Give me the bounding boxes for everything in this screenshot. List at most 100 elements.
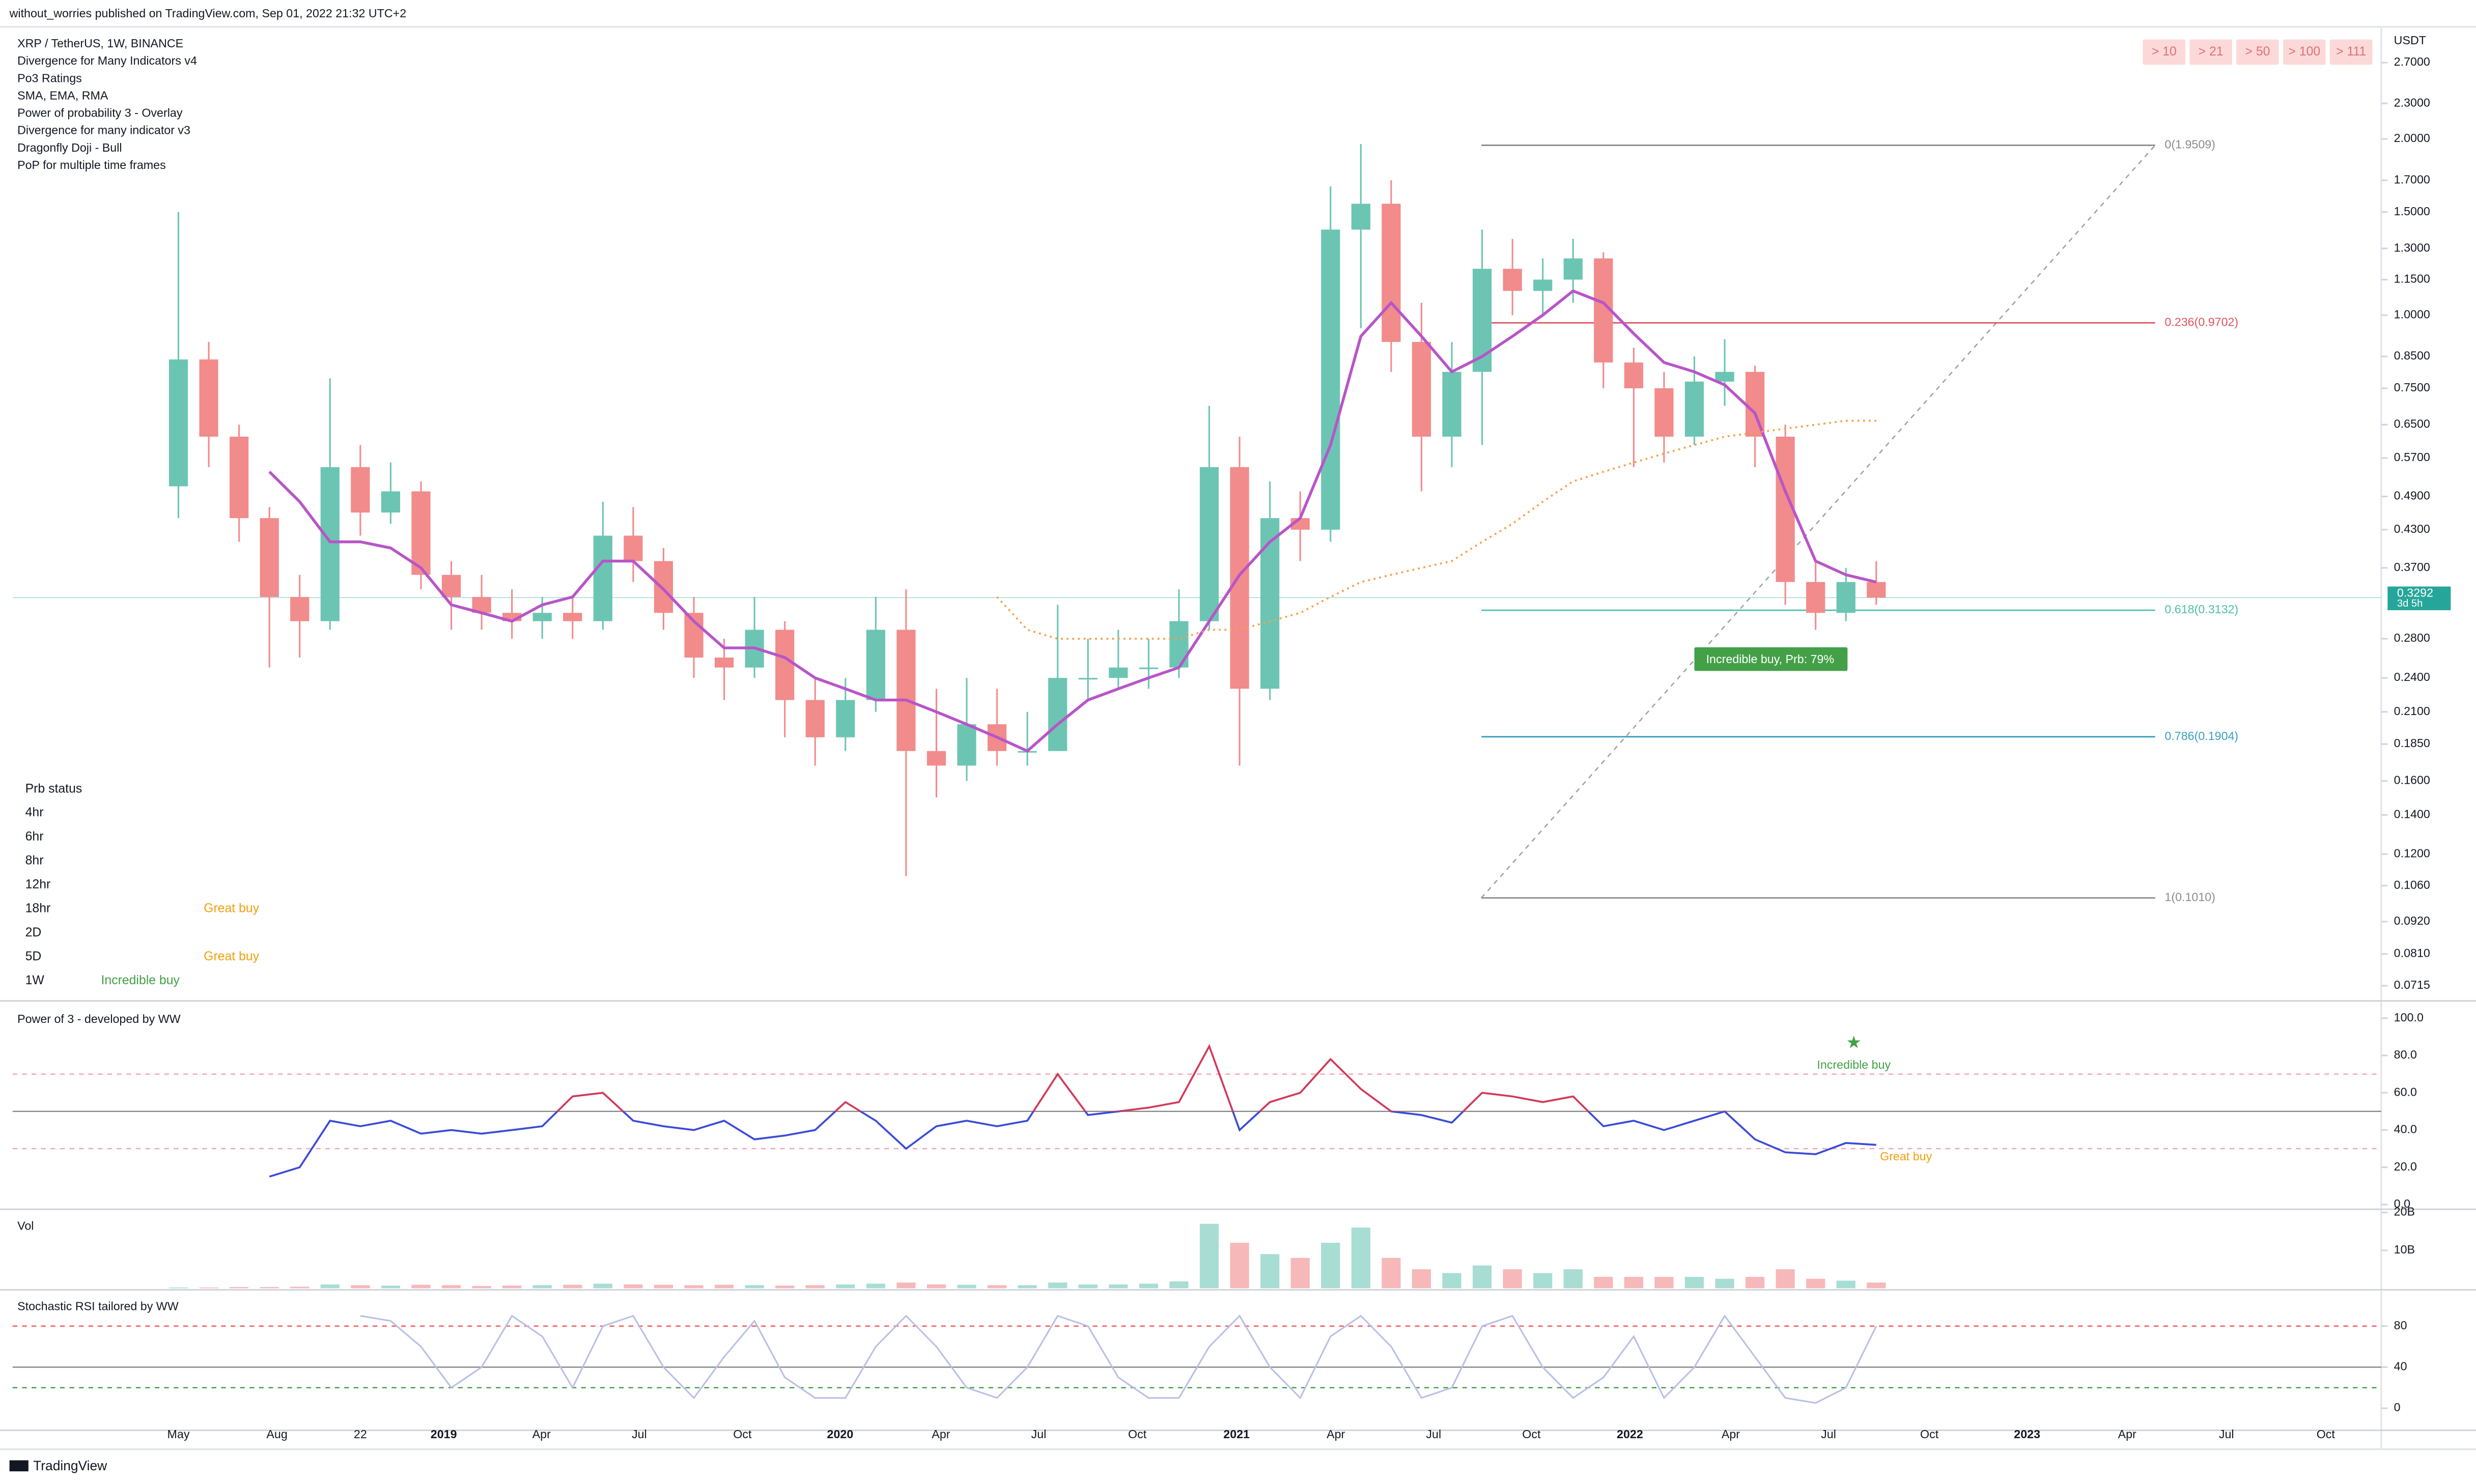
prb-timeframe: 12hr: [25, 878, 51, 892]
y-tick-label: 0.3700: [2394, 560, 2430, 574]
volume-bar: [1230, 1242, 1249, 1289]
candle-body: [926, 751, 946, 766]
volume-bar: [896, 1282, 916, 1289]
fib-label: 0.236(0.9702): [2164, 315, 2238, 328]
publisher: without_worries published on TradingView…: [9, 7, 407, 20]
y-tick-label: 0.2100: [2394, 704, 2430, 718]
y-tick-label: 80.0: [2394, 1048, 2417, 1061]
volume-bar: [745, 1285, 764, 1289]
x-tick-label: Jul: [1031, 1428, 1047, 1441]
timeframe-button: [2189, 39, 2233, 65]
candle-body: [1382, 204, 1401, 342]
candle-body: [260, 518, 279, 597]
volume-bar: [230, 1287, 249, 1289]
y-tick-label: 20B: [2394, 1205, 2415, 1218]
pane-title: Vol: [17, 1219, 34, 1232]
volume-bar: [654, 1285, 673, 1289]
candle-body: [1442, 372, 1461, 437]
volume-bar: [199, 1287, 218, 1289]
prb-timeframe: 2D: [25, 926, 42, 939]
indicator-name: Divergence for many indicator v3: [17, 124, 190, 137]
volume-bar: [381, 1286, 401, 1289]
candle-body: [714, 658, 734, 668]
fib-label: 0(1.9509): [2164, 138, 2215, 151]
y-tick-label: 0.1400: [2394, 807, 2430, 820]
signal-box: [1694, 647, 1848, 671]
candle-body: [1806, 582, 1825, 613]
y-tick-label: 0.8500: [2394, 349, 2430, 362]
volume-bar: [351, 1285, 370, 1289]
y-tick-label: 10B: [2394, 1243, 2415, 1256]
volume-bar: [1382, 1258, 1401, 1289]
volume-bar: [1472, 1265, 1492, 1289]
y-tick-label: 1.5000: [2394, 205, 2430, 218]
logo: [9, 1460, 29, 1472]
x-tick-label: Apr: [2118, 1428, 2136, 1441]
candle-body: [1684, 381, 1704, 437]
y-tick-label: 0.0715: [2394, 978, 2430, 991]
y-tick-label: 0.6500: [2394, 417, 2430, 431]
volume-bar: [684, 1285, 704, 1289]
prb-timeframe: 6hr: [25, 830, 44, 843]
fib-label: 1(0.1010): [2164, 891, 2215, 904]
volume-bar: [1745, 1276, 1765, 1289]
candle-body: [624, 535, 643, 561]
volume-bar: [805, 1285, 825, 1289]
prb-timeframe: 8hr: [25, 853, 44, 867]
prb-timeframe: 18hr: [25, 902, 51, 916]
volume-bar: [714, 1285, 734, 1289]
y-tick-label: 0: [2394, 1401, 2401, 1414]
volume-bar: [1199, 1223, 1219, 1289]
volume-bar: [472, 1286, 491, 1289]
candle-body: [1412, 341, 1431, 437]
candle-body: [1503, 269, 1522, 291]
volume-bar: [1321, 1242, 1340, 1289]
volume-bar: [1048, 1282, 1067, 1289]
candle-body: [1715, 372, 1734, 382]
y-tick-label: 0.1060: [2394, 878, 2430, 891]
candle-body: [168, 359, 188, 487]
y-tick-label: 0.1600: [2394, 774, 2430, 787]
volume-bar: [1351, 1228, 1370, 1289]
volume-bar: [775, 1286, 795, 1289]
candle-body: [896, 630, 916, 751]
y-tick-label: 60.0: [2394, 1085, 2417, 1098]
volume-bar: [502, 1286, 522, 1289]
x-tick-label: 2023: [2014, 1428, 2040, 1441]
x-tick-label: May: [167, 1428, 190, 1441]
volume-bar: [593, 1283, 612, 1289]
volume-bar: [957, 1285, 976, 1289]
x-tick-label: Apr: [1327, 1428, 1345, 1441]
y-tick-label: 2.0000: [2394, 131, 2430, 145]
volume-bar: [1169, 1281, 1189, 1289]
volume-bar: [532, 1285, 552, 1289]
x-tick-label: Oct: [1920, 1428, 1939, 1441]
volume-bar: [1563, 1269, 1583, 1289]
volume-bar: [866, 1283, 886, 1289]
volume-bar: [1654, 1276, 1674, 1289]
volume-bar: [836, 1284, 855, 1289]
candle-body: [1230, 467, 1249, 689]
y-tick-label: 0.7500: [2394, 381, 2430, 394]
prb-status: Great buy: [204, 950, 259, 963]
y-tick-label: 0.1200: [2394, 846, 2430, 860]
volume-bar: [441, 1285, 461, 1289]
y-tick-label: 0.4300: [2394, 522, 2430, 535]
prb-timeframe: 5D: [25, 950, 42, 963]
indicator-line: [269, 1044, 1876, 1178]
volume-bar: [1109, 1284, 1128, 1289]
candle-body: [411, 491, 431, 575]
y-tick-label: 0.0920: [2394, 914, 2430, 927]
timeframe-button-label: > 111: [2336, 45, 2366, 59]
candle-body: [381, 491, 401, 513]
y-tick-label: 0.5700: [2394, 450, 2430, 464]
candle-body: [1048, 678, 1067, 751]
volume-bar: [1290, 1258, 1310, 1289]
candle-body: [230, 437, 249, 519]
timeframe-button-label: > 50: [2245, 45, 2270, 59]
candle-body: [1836, 582, 1855, 613]
volume-bar: [290, 1287, 310, 1289]
candle-body: [1260, 518, 1280, 689]
x-tick-label: 2022: [1617, 1428, 1643, 1441]
moving-average: [268, 289, 1877, 753]
